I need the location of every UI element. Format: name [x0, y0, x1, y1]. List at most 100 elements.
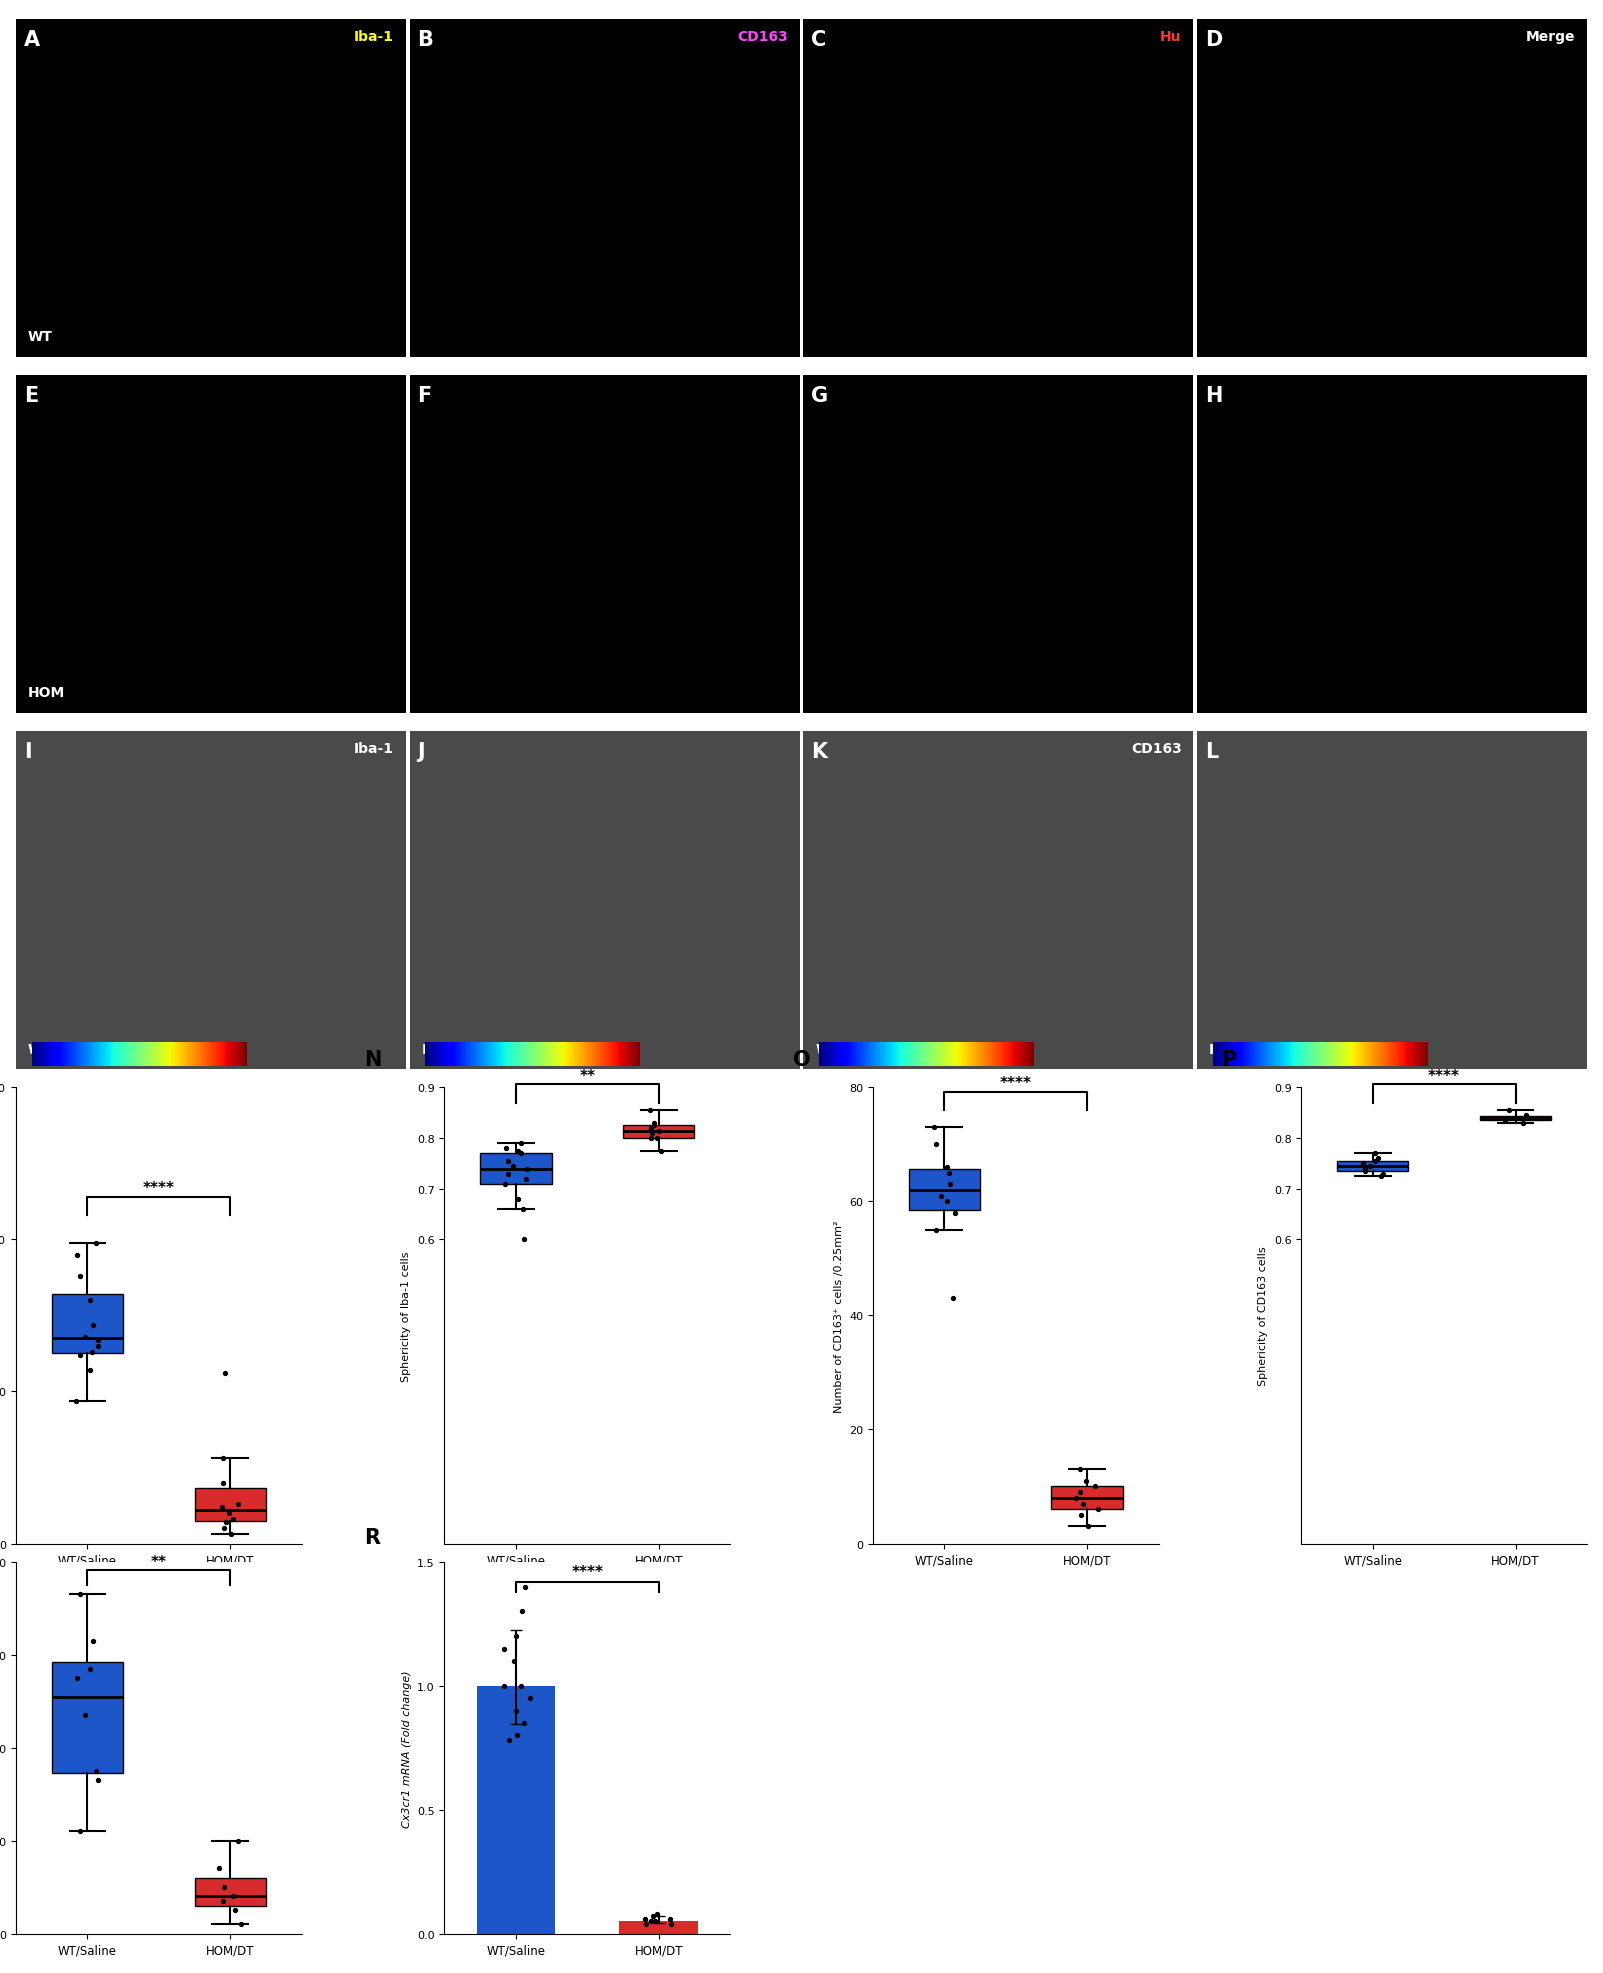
- Point: [1068, 1454, 1093, 1486]
- Point: [1068, 1476, 1093, 1507]
- Point: [494, 1133, 519, 1164]
- Text: CD163: CD163: [737, 30, 787, 43]
- Point: [1351, 1156, 1377, 1188]
- Point: [212, 1870, 237, 1902]
- Point: [511, 1707, 537, 1738]
- Text: G: G: [811, 387, 829, 406]
- Point: [511, 1194, 537, 1225]
- Text: HOM: HOM: [27, 687, 66, 700]
- Point: [505, 1184, 531, 1215]
- Point: [638, 1095, 664, 1127]
- Point: [922, 1113, 947, 1144]
- PathPatch shape: [194, 1488, 266, 1521]
- Point: [210, 1886, 236, 1918]
- Point: [491, 1634, 516, 1665]
- Point: [641, 1107, 667, 1138]
- Point: [649, 1134, 675, 1166]
- Point: [939, 1282, 965, 1314]
- Point: [502, 1645, 527, 1677]
- Point: [1507, 1103, 1532, 1134]
- Text: B: B: [417, 30, 433, 49]
- Point: [510, 1596, 535, 1628]
- Point: [657, 1902, 683, 1934]
- Text: F: F: [417, 387, 431, 406]
- Point: [83, 1227, 109, 1259]
- Y-axis label: Cx3cr1 mRNA (Fold change): Cx3cr1 mRNA (Fold change): [402, 1669, 412, 1827]
- PathPatch shape: [1052, 1488, 1122, 1509]
- Point: [943, 1198, 968, 1229]
- Point: [643, 1906, 668, 1937]
- Point: [77, 1284, 103, 1316]
- Point: [80, 1336, 106, 1367]
- Point: [638, 1906, 664, 1937]
- Text: N: N: [364, 1050, 382, 1069]
- Point: [1369, 1160, 1395, 1192]
- Point: [1371, 1158, 1396, 1190]
- Text: ****: ****: [571, 1565, 603, 1580]
- Point: [213, 1507, 239, 1539]
- Point: [933, 1152, 959, 1184]
- PathPatch shape: [1337, 1162, 1409, 1172]
- Point: [503, 1620, 529, 1651]
- Point: [1492, 1105, 1518, 1136]
- Text: Iba-1: Iba-1: [354, 742, 394, 756]
- Point: [208, 1492, 234, 1523]
- Point: [67, 1261, 93, 1292]
- Y-axis label: Sphericity of CD163 cells: Sphericity of CD163 cells: [1258, 1247, 1268, 1385]
- PathPatch shape: [481, 1154, 551, 1184]
- Point: [1513, 1101, 1539, 1133]
- Text: CD163: CD163: [1130, 742, 1181, 756]
- Point: [1363, 1138, 1388, 1170]
- Point: [224, 1488, 250, 1519]
- Point: [85, 1324, 111, 1355]
- Point: [85, 1330, 111, 1361]
- Point: [1076, 1511, 1101, 1543]
- Point: [640, 1117, 665, 1148]
- Point: [1363, 1146, 1388, 1178]
- Point: [72, 1322, 98, 1353]
- Y-axis label: Sphericity of Iba-1 cells: Sphericity of Iba-1 cells: [401, 1251, 412, 1381]
- Point: [80, 1626, 106, 1657]
- Bar: [476, 1687, 555, 1934]
- Point: [1510, 1107, 1536, 1138]
- Point: [641, 1111, 667, 1142]
- Point: [83, 1756, 109, 1788]
- Text: J: J: [417, 742, 425, 762]
- Point: [64, 1239, 90, 1271]
- Point: [228, 1908, 253, 1939]
- Point: [495, 1146, 521, 1178]
- Point: [644, 1123, 670, 1154]
- Point: [67, 1815, 93, 1847]
- Point: [207, 1853, 232, 1884]
- Point: [497, 1724, 523, 1756]
- Point: [500, 1150, 526, 1182]
- Text: Merge: Merge: [1526, 30, 1576, 43]
- PathPatch shape: [194, 1878, 266, 1906]
- Point: [1069, 1488, 1095, 1519]
- Point: [1068, 1499, 1093, 1531]
- Point: [67, 1578, 93, 1610]
- Point: [936, 1168, 962, 1200]
- Point: [1496, 1103, 1521, 1134]
- Point: [935, 1186, 960, 1217]
- Point: [638, 1123, 664, 1154]
- Text: WT: WT: [27, 1042, 53, 1056]
- Text: R: R: [364, 1527, 380, 1547]
- Point: [212, 1513, 237, 1545]
- Point: [1085, 1494, 1111, 1525]
- Point: [1358, 1150, 1383, 1182]
- Point: [492, 1168, 518, 1200]
- Text: WT: WT: [816, 1042, 840, 1056]
- Text: K: K: [811, 742, 827, 762]
- Point: [77, 1653, 103, 1685]
- Text: I: I: [24, 742, 32, 762]
- Point: [508, 1671, 534, 1703]
- Point: [1496, 1095, 1521, 1127]
- Point: [516, 1683, 542, 1715]
- Text: ****: ****: [1000, 1075, 1032, 1091]
- PathPatch shape: [624, 1127, 694, 1138]
- PathPatch shape: [51, 1294, 123, 1353]
- Point: [220, 1503, 245, 1535]
- Point: [640, 1900, 665, 1932]
- Point: [923, 1129, 949, 1160]
